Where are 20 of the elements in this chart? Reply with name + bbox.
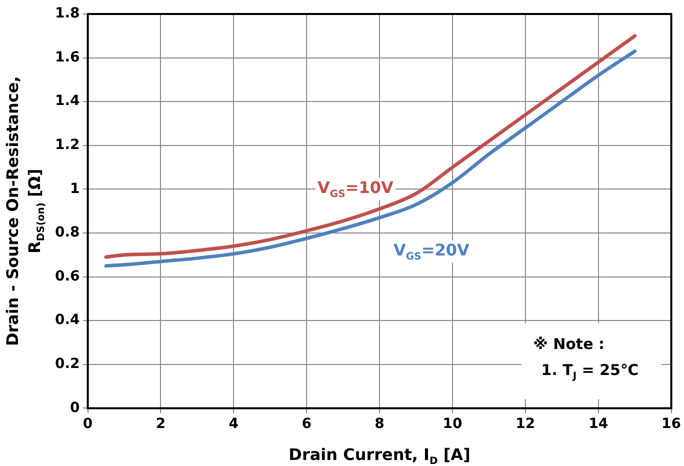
y-tick-label: 1.6 [54,49,80,66]
x-tick-label: 4 [228,416,239,432]
y-tick-label: 0.6 [54,268,80,284]
x-tick-label: 6 [302,416,312,432]
y-tick-label: 0.8 [54,224,80,241]
x-tick-label: 16 [662,416,681,432]
annotation: ※ Note : [533,335,604,354]
x-tick-label: 2 [156,416,166,432]
y-tick-label: 1 [70,180,80,197]
x-tick-label: 14 [588,416,608,432]
y-tick-label: 1.4 [54,93,80,110]
x-tick-label: 12 [516,416,536,432]
y-tick-label: 0 [70,400,80,416]
y-tick-label: 1.2 [54,137,80,154]
x-tick-label: 10 [442,416,462,432]
y-tick-label: 0.4 [54,312,80,328]
x-tick-label: 8 [374,416,384,432]
y-tick-label: 0.2 [54,356,80,372]
x-tick-label: 0 [82,416,93,432]
y-tick-label: 1.8 [54,6,80,22]
